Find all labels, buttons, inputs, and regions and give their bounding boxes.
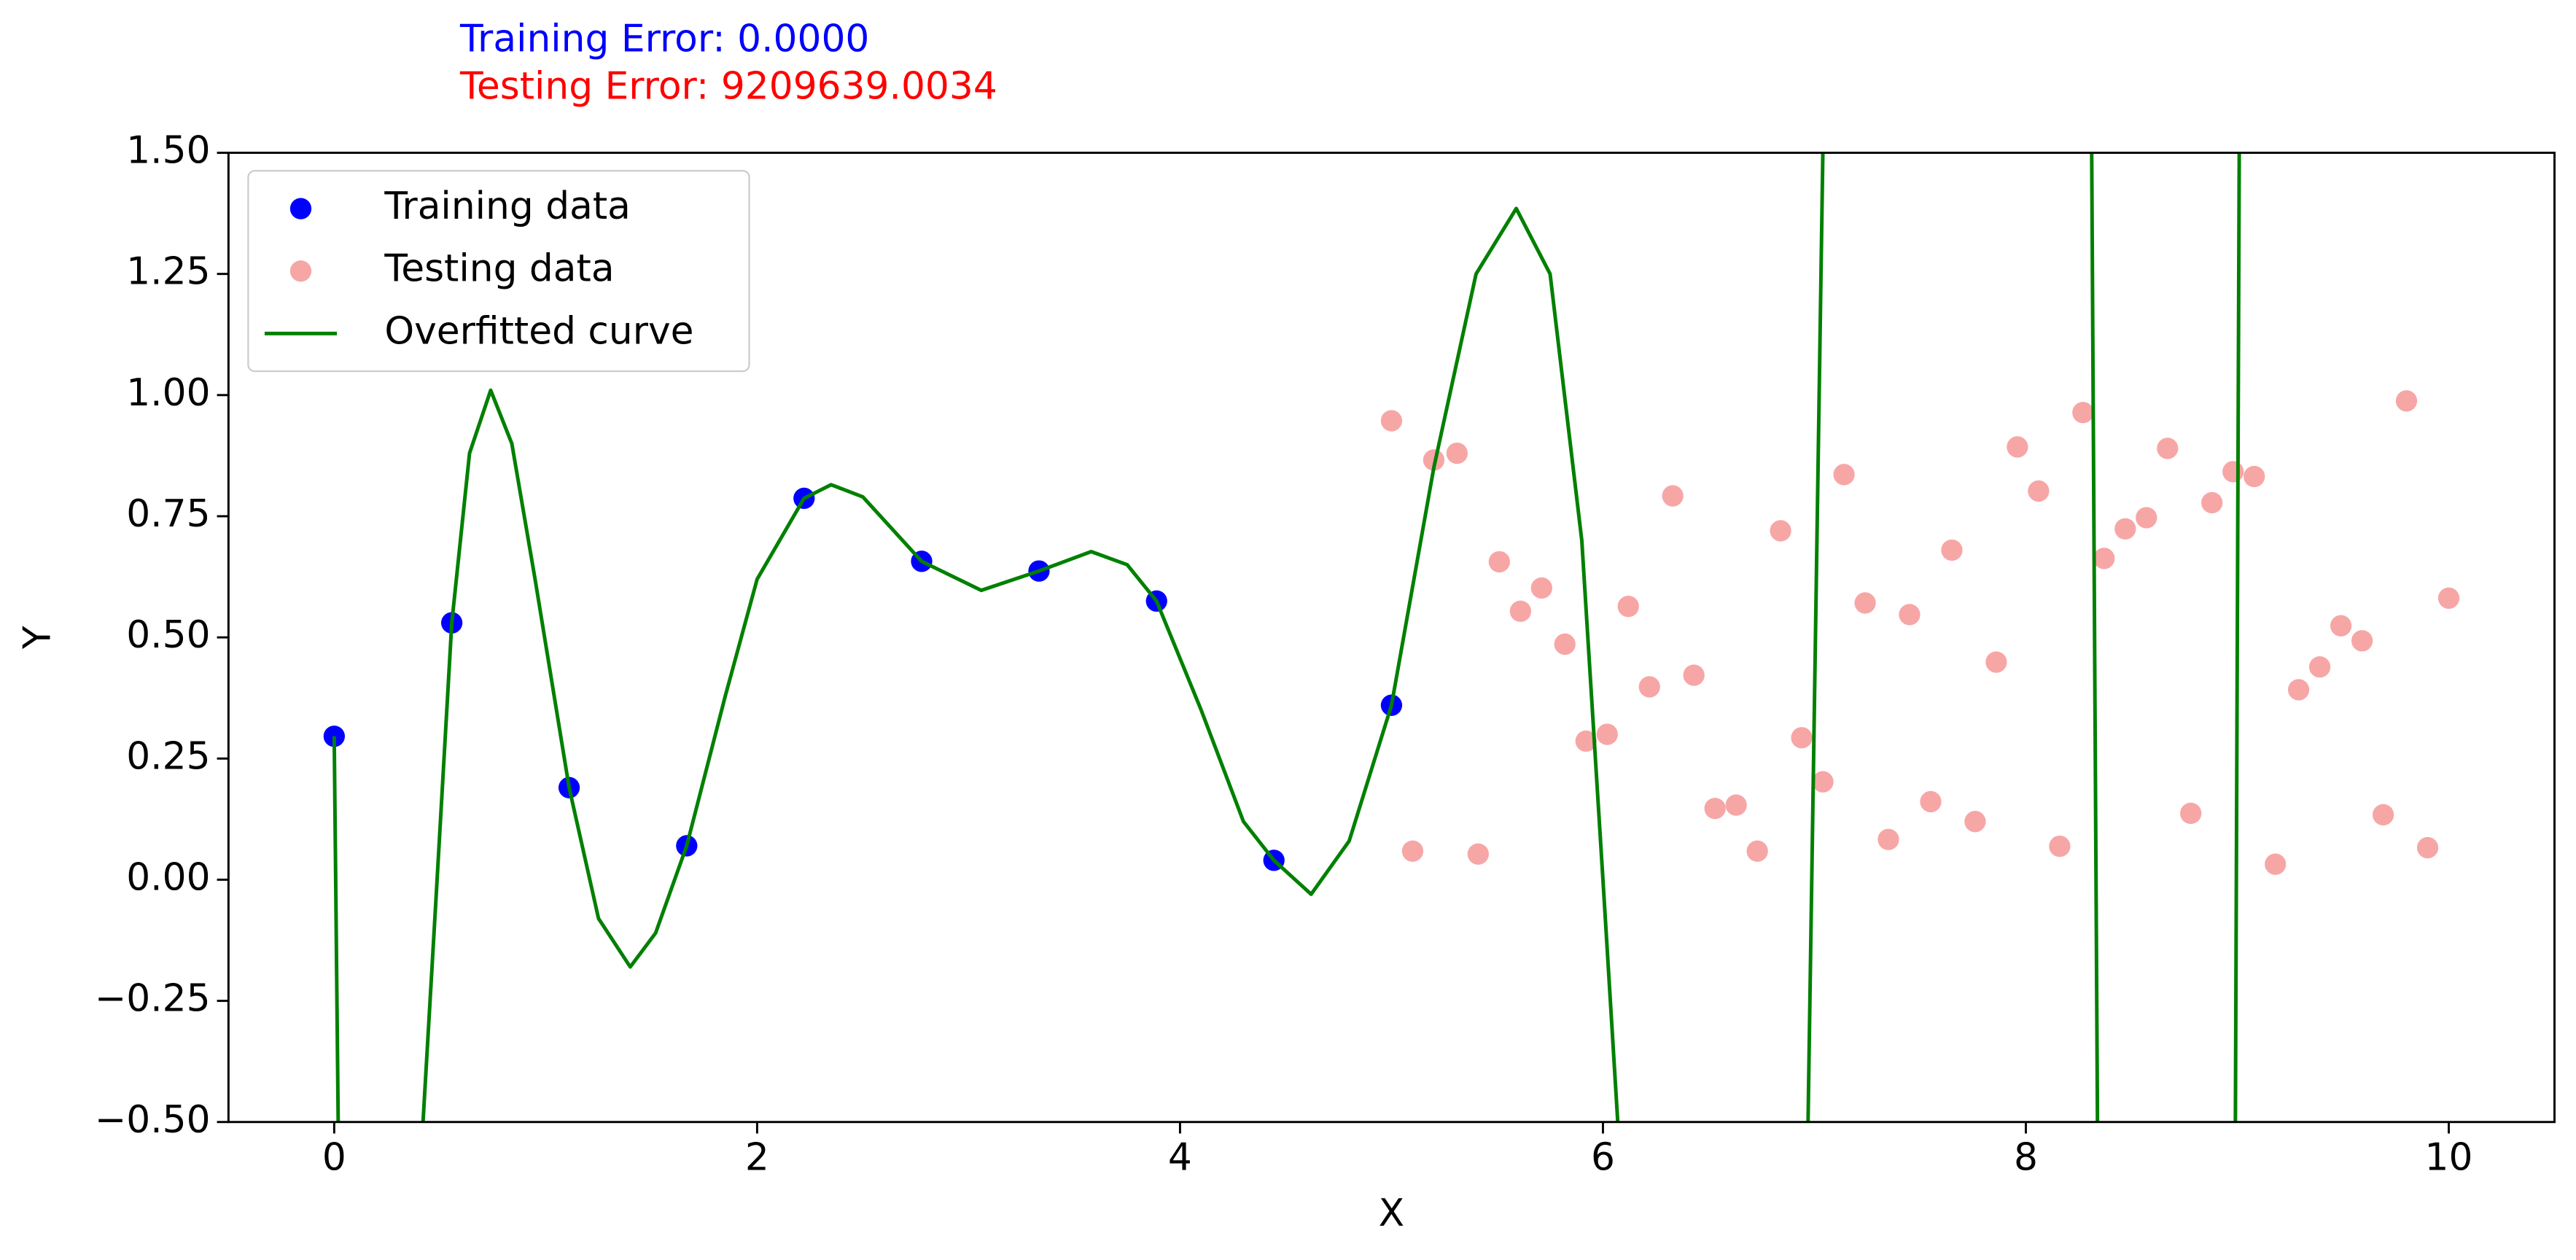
- x-tick-label: 10: [2425, 1136, 2473, 1180]
- data-point: [2244, 465, 2265, 488]
- data-point: [2093, 548, 2115, 569]
- curve: [332, 152, 2241, 1122]
- data-point: [1833, 464, 1855, 486]
- y-tick-label: 0.75: [126, 492, 210, 536]
- data-point: [1812, 771, 1834, 793]
- data-point: [1683, 664, 1705, 686]
- data-point: [1617, 595, 1639, 618]
- data-point: [2416, 836, 2439, 859]
- data-point: [1488, 551, 1510, 573]
- x-tick-label: 0: [322, 1136, 346, 1180]
- annotation: Testing Error: 9209639.0034: [459, 65, 997, 109]
- data-point: [1446, 442, 1468, 464]
- y-tick-label: 1.25: [126, 250, 210, 294]
- y-tick-label: −0.25: [95, 977, 211, 1021]
- data-point: [1791, 727, 1813, 749]
- data-point: [1554, 633, 1576, 656]
- data-point: [2157, 438, 2179, 459]
- data-point: [1770, 520, 1791, 542]
- data-point: [2136, 507, 2157, 529]
- data-point: [1380, 410, 1403, 432]
- data-point: [2114, 518, 2136, 540]
- y-tick-label: 0.25: [126, 734, 210, 778]
- data-point: [2308, 656, 2331, 678]
- data-point: [2372, 804, 2394, 826]
- data-point: [2330, 615, 2352, 637]
- data-point: [1746, 840, 1768, 862]
- legend-box: [247, 170, 750, 373]
- y-tick-label: 1.50: [126, 129, 210, 173]
- plot-frame: [227, 152, 2556, 1124]
- y-axis-label: Y: [15, 626, 59, 650]
- x-tick-label: 4: [1168, 1136, 1192, 1180]
- y-tick-label: −0.50: [95, 1098, 211, 1142]
- x-tick-label: 2: [745, 1136, 769, 1180]
- data-point: [2287, 679, 2310, 701]
- x-axis-label: X: [1379, 1191, 1404, 1235]
- data-point: [1725, 794, 1747, 816]
- y-tick-label: 0.50: [126, 613, 210, 657]
- data-point: [1964, 811, 1986, 833]
- y-tick-label: 0.00: [126, 855, 210, 899]
- data-point: [2437, 587, 2460, 609]
- y-tick-label: 1.00: [126, 371, 210, 415]
- data-point: [1575, 730, 1597, 752]
- data-point: [2395, 390, 2418, 412]
- data-point: [1467, 843, 1489, 865]
- plot-layer: [323, 152, 2460, 1122]
- legend-label: Training data: [384, 184, 631, 228]
- data-point: [1877, 828, 1899, 850]
- data-point: [1920, 790, 1942, 813]
- data-point: [2049, 835, 2071, 858]
- data-point: [1596, 723, 1618, 745]
- legend-label: Overfitted curve: [384, 309, 693, 353]
- data-point: [1941, 539, 1963, 561]
- x-tick-label: 6: [1591, 1136, 1615, 1180]
- x-tick-label: 8: [2014, 1136, 2038, 1180]
- data-point: [1899, 604, 1921, 626]
- data-point: [2180, 802, 2202, 825]
- data-point: [2072, 402, 2094, 424]
- data-point: [2028, 480, 2050, 502]
- data-point: [1530, 577, 1552, 599]
- data-point: [1662, 485, 1684, 507]
- annotation: Training Error: 0.0000: [459, 17, 869, 61]
- data-point: [1509, 600, 1531, 622]
- data-point: [2201, 491, 2223, 514]
- legend-swatch: [289, 260, 312, 282]
- legend-label: Testing data: [384, 247, 614, 291]
- data-point: [1985, 651, 2007, 673]
- data-point: [1401, 840, 1424, 862]
- data-point: [2007, 436, 2028, 458]
- data-point: [1638, 676, 1660, 698]
- legend-swatch: [289, 198, 312, 219]
- data-point: [2351, 630, 2373, 652]
- data-point: [2265, 853, 2287, 875]
- data-point: [1704, 798, 1726, 820]
- data-point: [2222, 461, 2244, 483]
- data-point: [1854, 592, 1876, 614]
